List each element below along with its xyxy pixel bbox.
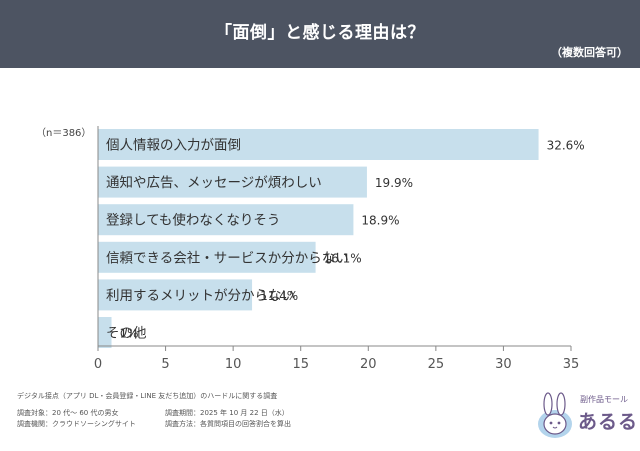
footer-survey-title: デジタル接点（アプリ DL・会員登録・LINE 友だち追加）のハードルに関する調… xyxy=(17,392,278,400)
x-tick-label: 15 xyxy=(292,357,309,372)
footer-org: 調査機関：クラウドソーシングサイト xyxy=(17,420,136,428)
data-label: 16.1% xyxy=(324,251,362,265)
rabbit-icon xyxy=(538,392,572,438)
data-label: 1% xyxy=(120,327,139,341)
logo-caption: 副作品モール xyxy=(580,395,628,404)
category-label: 利用するメリットが分からない xyxy=(106,288,295,304)
logo-wordmark: あるる xyxy=(578,411,639,433)
category-label: 信頼できる会社・サービスか分からない xyxy=(106,250,349,266)
brand-logo: 副作品モール あるる xyxy=(534,390,637,446)
x-tick-label: 30 xyxy=(495,357,512,372)
x-tick-label: 25 xyxy=(428,357,445,372)
chart-title: 「面倒」と感じる理由は？ xyxy=(215,23,425,43)
header-banner: 「面倒」と感じる理由は？ （複数回答可） xyxy=(0,0,640,68)
bar xyxy=(98,279,253,311)
bar-chart: （n＝386） 個人情報の入力が面倒 32.6% 通知や広告、メッセージが煩わしい 19… xyxy=(36,126,585,372)
footer-target: 調査対象：20 代～ 60 代の男女 xyxy=(17,409,119,417)
bar xyxy=(98,241,316,273)
category-label: その他 xyxy=(106,326,147,342)
category-label: 通知や広告、メッセージが煩わしい xyxy=(106,174,322,191)
data-label: 32.6% xyxy=(547,139,585,153)
category-label: 登録しても使わなくなりそう xyxy=(106,212,280,229)
bar xyxy=(98,166,367,198)
data-label: 19.9% xyxy=(375,176,413,190)
x-tick-label: 20 xyxy=(360,357,377,372)
x-tick-label: 0 xyxy=(94,357,102,372)
footer-method: 調査方法：各質問項目の回答割合を算出 xyxy=(165,420,291,428)
data-label: 18.9% xyxy=(361,214,399,228)
category-label: 個人情報の入力が面倒 xyxy=(106,138,241,154)
x-tick-label: 35 xyxy=(563,357,580,372)
data-label: 11.4% xyxy=(260,289,298,303)
sample-size-note: （n＝386） xyxy=(36,127,91,139)
bar xyxy=(98,204,354,236)
bar xyxy=(98,317,112,348)
x-tick-label: 5 xyxy=(161,357,169,372)
chart-subtitle: （複数回答可） xyxy=(551,46,628,59)
bar xyxy=(98,129,539,160)
x-tick-label: 10 xyxy=(225,357,242,372)
footer-period: 調査期間：2025 年 10 月 22 日（水） xyxy=(165,409,289,417)
